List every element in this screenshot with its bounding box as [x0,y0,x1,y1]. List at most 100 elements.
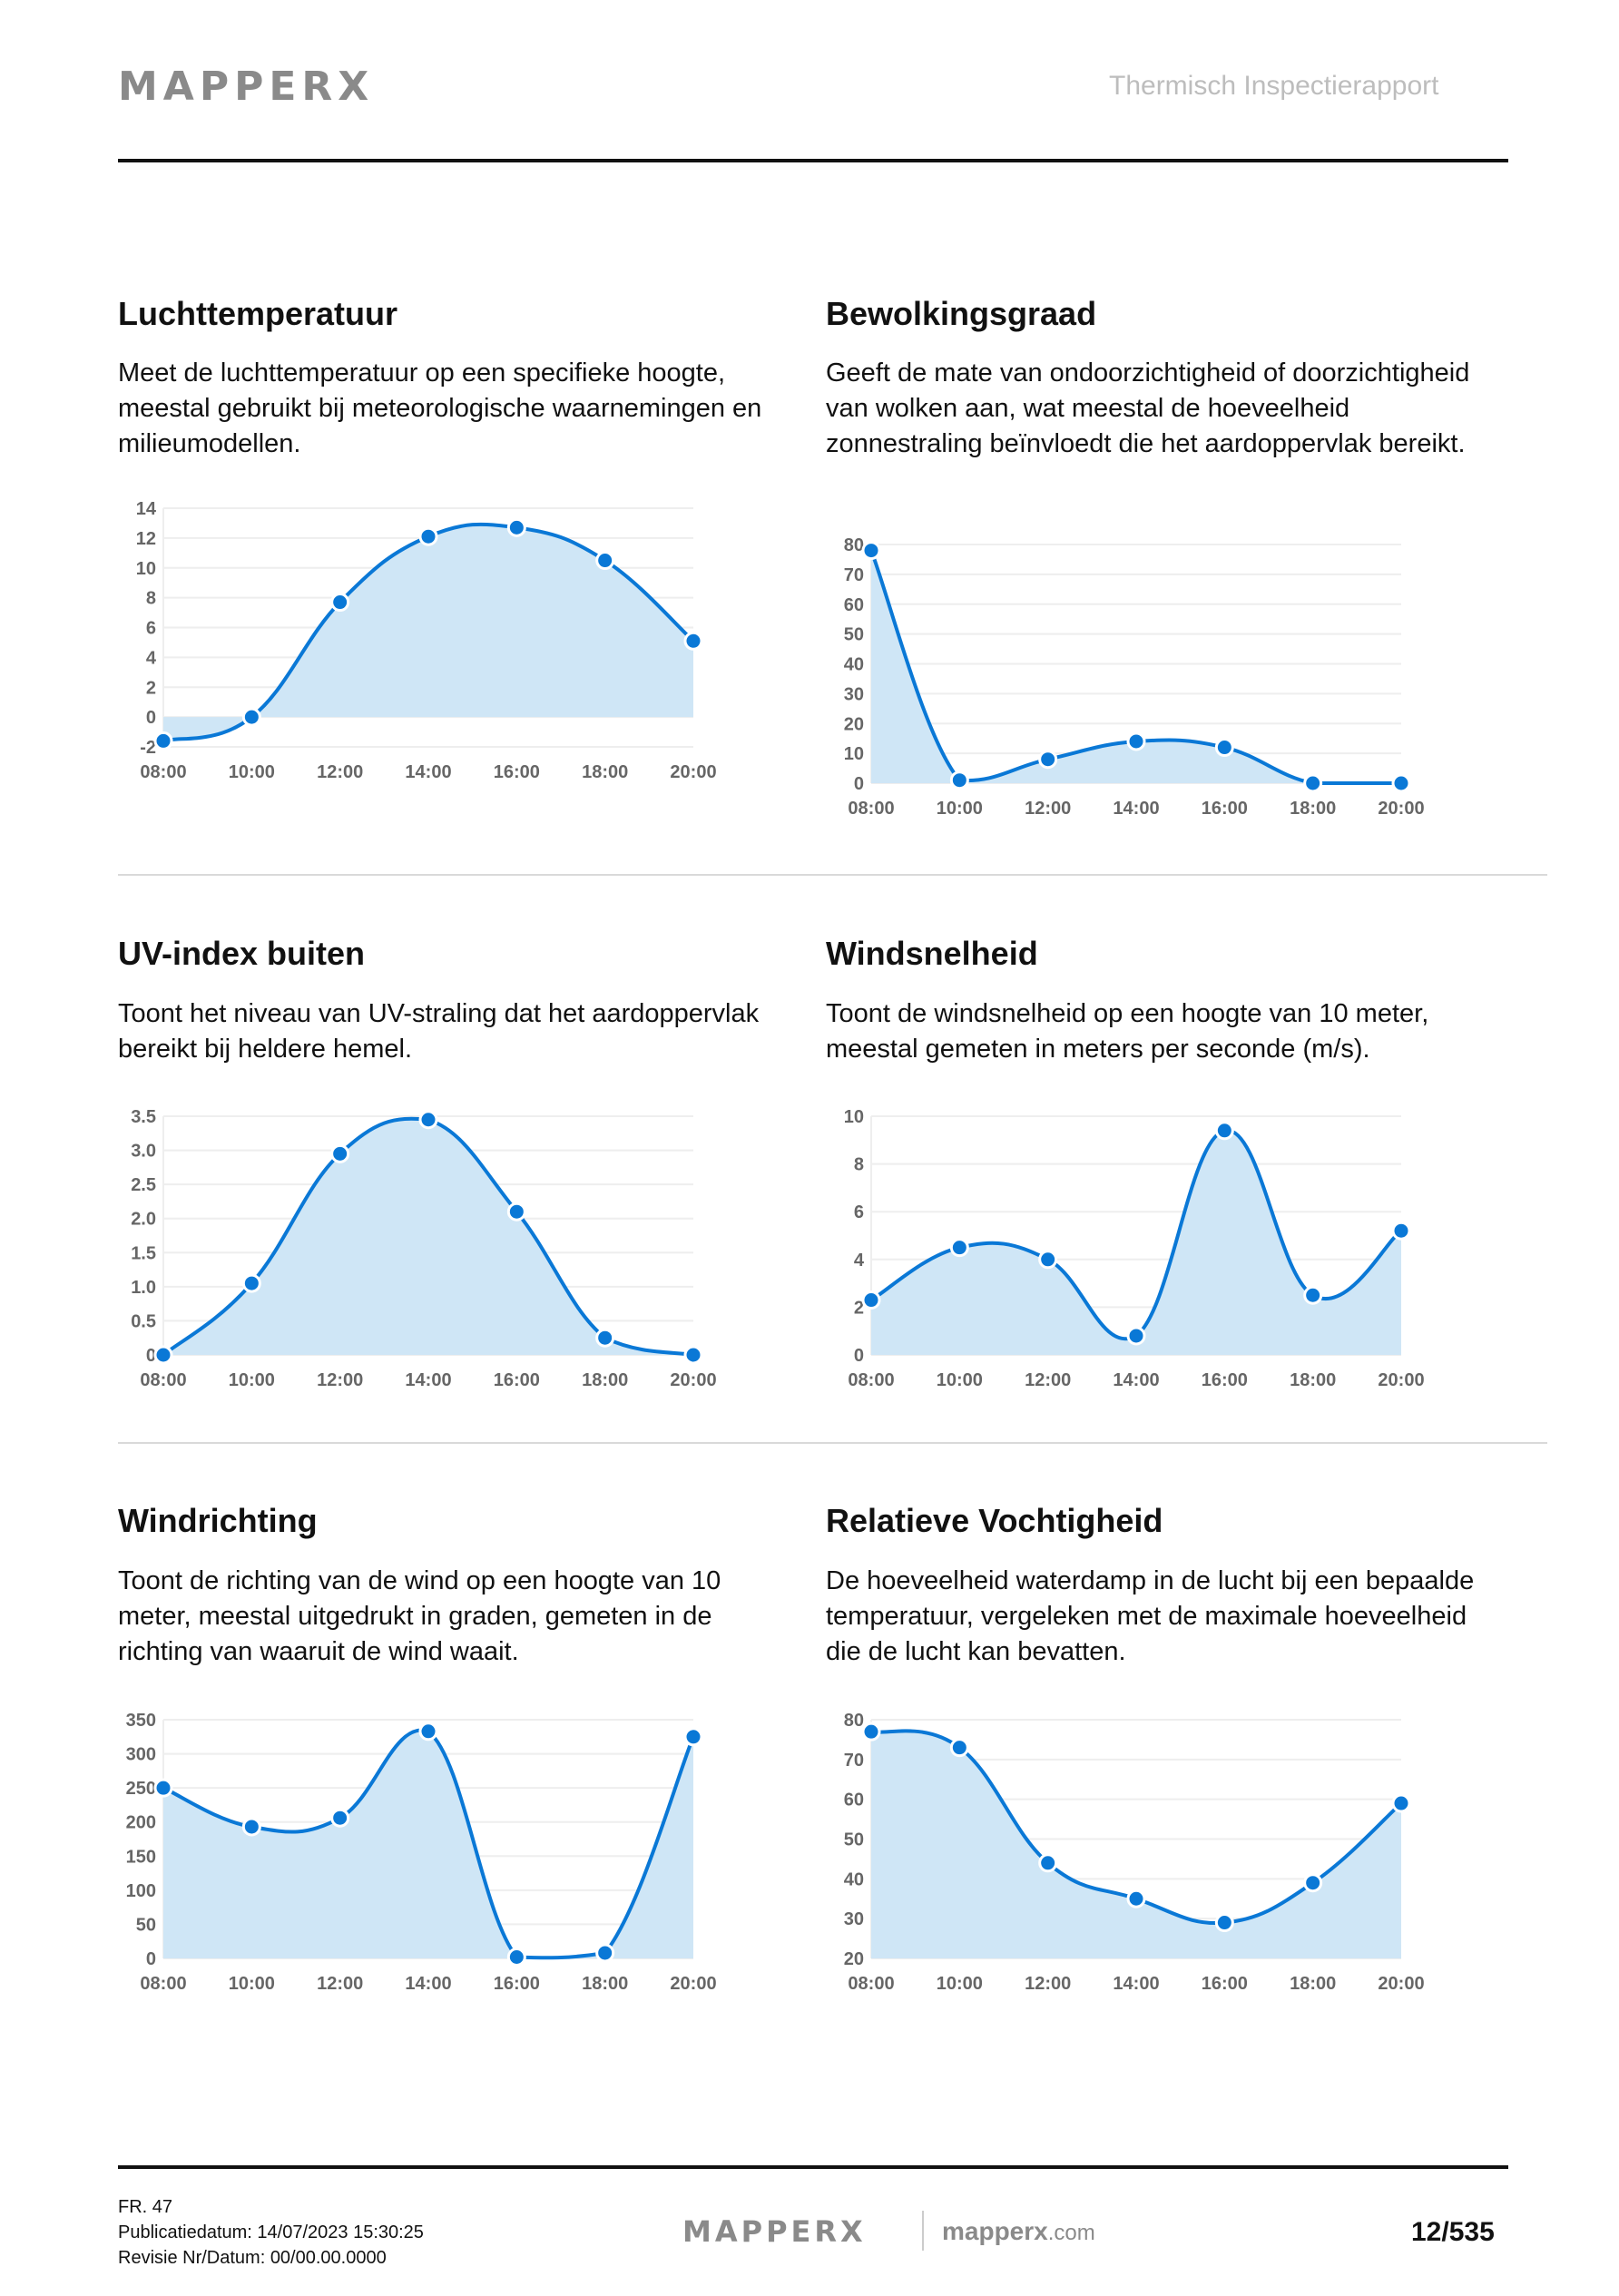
data-point [949,1738,969,1758]
data-point [153,1345,173,1365]
data-point [1126,1326,1146,1346]
y-tick-label: 6 [146,619,156,639]
y-tick-label: 2 [146,678,156,698]
x-tick-label: 12:00 [317,1370,363,1390]
y-tick-label: 12 [136,529,156,549]
y-tick-label: 150 [126,1847,156,1867]
x-tick-label: 10:00 [229,1370,275,1390]
y-tick-label: 4 [854,1251,865,1271]
x-tick-label: 16:00 [1202,1974,1248,1994]
area-fill [871,1130,1401,1355]
section-title: Luchttemperatuur [118,295,398,332]
x-tick-label: 10:00 [229,1974,275,1994]
y-tick-label: 40 [844,655,864,675]
x-tick-label: 20:00 [670,1370,716,1390]
area-fill [871,550,1401,783]
footer-revision: Revisie Nr/Datum: 00/00.00.0000 [118,2248,387,2268]
x-tick-label: 18:00 [582,1370,628,1390]
y-tick-label: 350 [126,1711,156,1731]
y-tick-label: 2 [854,1298,864,1318]
data-point [1214,1121,1234,1141]
series-line [162,1728,695,1960]
y-tick-label: 250 [126,1779,156,1799]
x-tick-label: 08:00 [848,1974,894,1994]
y-tick-label: 0 [146,1949,156,1969]
data-point [949,770,969,790]
data-point [330,1808,350,1828]
y-tick-label: 300 [126,1745,156,1765]
y-tick-label: 0 [146,1346,156,1366]
section-divider [118,1442,1547,1444]
section-description: De hoeveelheid waterdamp in de lucht bij… [826,1566,1475,1666]
data-point [861,541,881,561]
area-fill [163,1730,693,1958]
section-description: Toont het niveau van UV-straling dat het… [118,999,760,1064]
data-point [595,1943,615,1963]
section-title: Relatieve Vochtigheid [826,1502,1163,1539]
y-tick-label: 10 [844,1107,864,1127]
y-tick-label: 60 [844,1791,864,1810]
data-point [241,707,261,727]
data-point [241,1273,261,1293]
y-tick-label: 70 [844,565,864,585]
footer-site-link[interactable]: mapperx.com [942,2217,1095,2245]
data-point [595,551,615,571]
x-tick-label: 18:00 [582,762,628,782]
chart-uv-index: 0 0.5 1.0 1.5 2.0 2.5 3.0 3.5 08:00 10:00 12:00 14:… [131,1107,716,1390]
x-tick-label: 16:00 [494,1974,540,1994]
data-point [418,526,438,546]
y-tick-label: 60 [844,595,864,615]
footer-logo: MAPPERX [682,2214,867,2249]
section-description: Geeft de mate van ondoorzichtigheid of d… [826,358,1470,458]
y-tick-label: 10 [844,744,864,764]
header-divider [118,159,1508,162]
chart-windrichting: 0 50 100 150 200 250 300 350 08:00 10:00 12:00 14:0… [126,1711,717,1994]
section-title: Windsnelheid [826,935,1038,972]
report-title: Thermisch Inspectierapport [1109,71,1439,101]
y-tick-label: 80 [844,1711,864,1731]
x-tick-label: 10:00 [229,762,275,782]
x-tick-label: 20:00 [670,1974,716,1994]
x-tick-label: 16:00 [494,762,540,782]
data-point [506,517,526,537]
y-tick-label: 3.5 [131,1107,156,1127]
data-point [1391,773,1411,793]
data-point [1038,750,1058,770]
x-tick-label: 14:00 [1113,1370,1159,1390]
x-tick-label: 12:00 [317,1974,363,1994]
x-tick-label: 20:00 [1378,1370,1424,1390]
y-tick-label: 10 [136,559,156,579]
data-point [1303,1873,1323,1893]
y-tick-label: 0.5 [131,1311,156,1331]
data-point [595,1328,615,1348]
x-tick-label: 08:00 [140,1370,186,1390]
x-tick-label: 08:00 [140,762,186,782]
y-tick-label: 4 [146,648,157,668]
data-point [861,1722,881,1742]
data-point [683,631,703,651]
y-tick-label: 8 [854,1155,864,1175]
x-tick-label: 08:00 [848,799,894,819]
y-tick-label: 20 [844,1949,864,1969]
x-tick-label: 16:00 [1202,799,1248,819]
area-fill [163,524,693,741]
y-tick-label: 3.0 [131,1142,156,1162]
footer-divider [118,2165,1508,2169]
y-tick-label: 2.5 [131,1175,156,1195]
footer-fr: FR. 47 [118,2197,173,2217]
data-point [683,1345,703,1365]
x-tick-label: 14:00 [405,1974,451,1994]
section-title: Windrichting [118,1502,318,1539]
chart-windsnelheid: 0 2 4 6 8 10 08:00 10:00 12:00 14:00 16:00 18:00 20:… [844,1107,1425,1390]
y-tick-label: 70 [844,1751,864,1771]
y-tick-label: 0 [854,774,864,794]
y-tick-label: 2.0 [131,1210,156,1230]
data-point [683,1727,703,1747]
data-point [1126,1889,1146,1908]
data-point [1214,1913,1234,1933]
x-tick-label: 16:00 [1202,1370,1248,1390]
x-tick-label: 08:00 [848,1370,894,1390]
y-tick-label: 50 [844,625,864,645]
y-tick-label: 6 [854,1202,864,1222]
data-point [506,1202,526,1222]
